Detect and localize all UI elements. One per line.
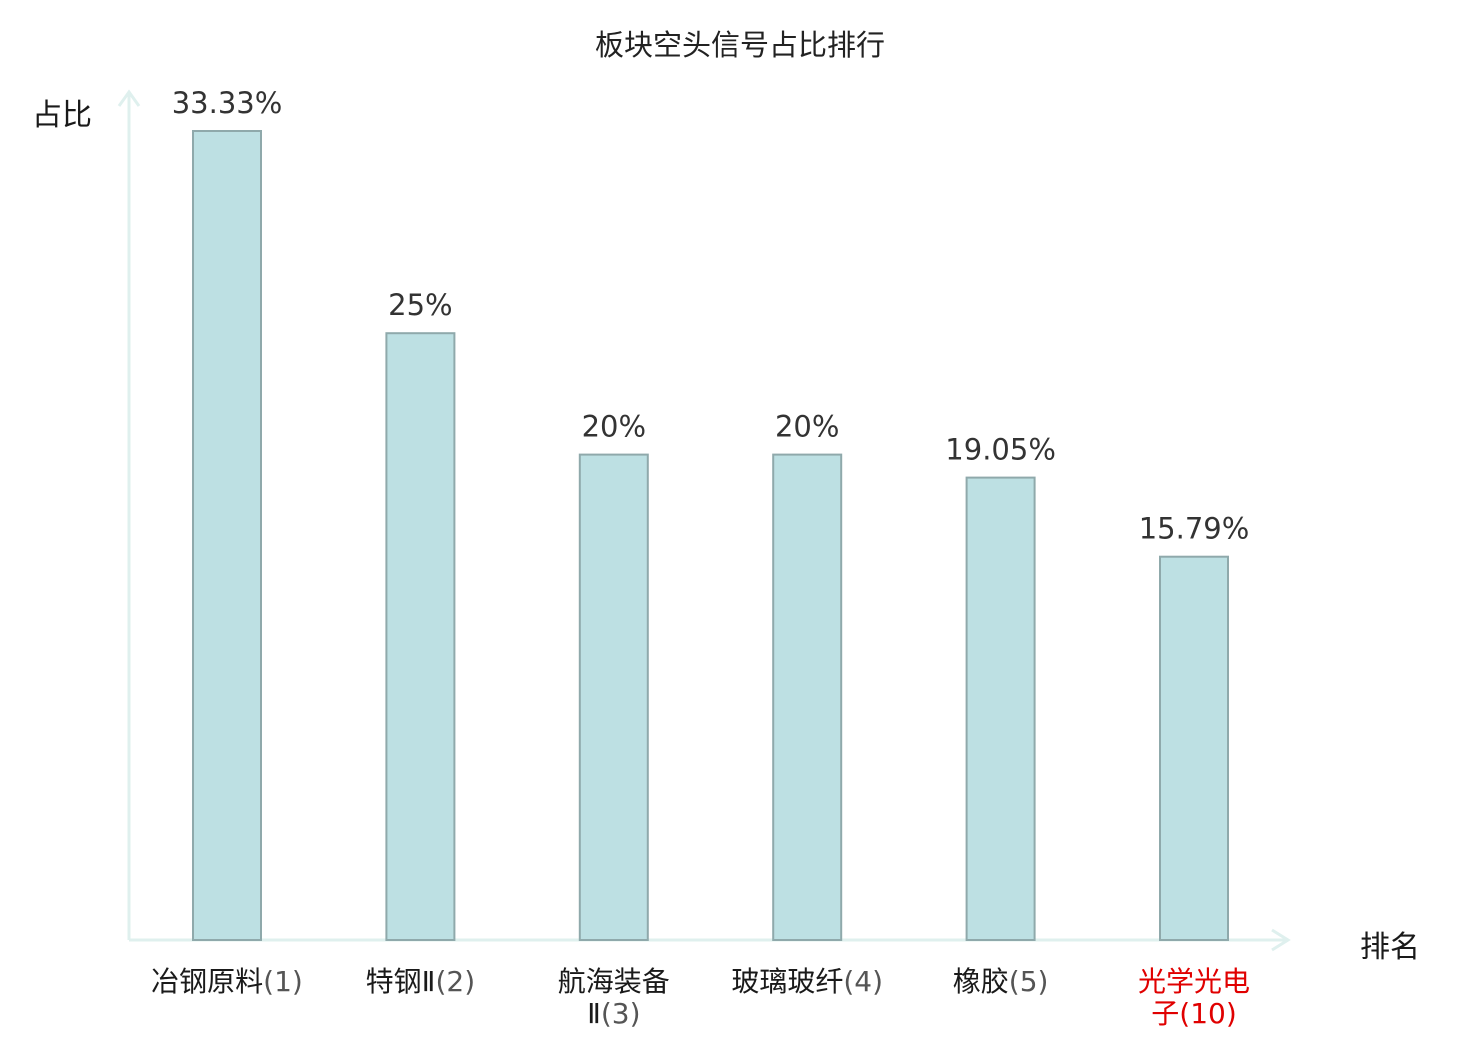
bar-4: [772, 453, 843, 941]
value-label-5: 19.05%: [945, 433, 1056, 467]
category-rank: (4): [843, 965, 884, 998]
bar-3: [578, 453, 649, 941]
category-name: 航海装备Ⅱ: [557, 965, 670, 1030]
category-rank: (3): [600, 997, 641, 1030]
category-label-6: 光学光电子(10): [1129, 966, 1259, 1030]
bar-2: [385, 332, 456, 941]
category-name: 光学光电子: [1137, 965, 1250, 1030]
chart-title: 板块空头信号占比排行: [594, 28, 885, 62]
category-rank: (5): [1008, 965, 1049, 998]
category-name: 冶钢原料: [151, 965, 264, 998]
category-name: 特钢Ⅱ: [365, 965, 436, 998]
value-label-3: 20%: [582, 410, 646, 444]
category-rank: (10): [1179, 997, 1237, 1030]
value-label-1: 33.33%: [172, 86, 283, 120]
category-label-1: 冶钢原料(1): [127, 966, 327, 998]
category-label-3: 航海装备Ⅱ(3): [549, 966, 679, 1030]
value-label-6: 15.79%: [1139, 512, 1250, 546]
bar-5: [965, 476, 1036, 941]
value-label-4: 20%: [775, 410, 839, 444]
value-label-2: 25%: [388, 288, 452, 322]
bar-6: [1159, 555, 1229, 941]
category-label-5: 橡胶(5): [901, 966, 1101, 998]
category-name: 橡胶: [952, 965, 1009, 998]
x-axis-arrow: [1271, 928, 1291, 952]
category-name: 玻璃玻纤: [731, 965, 844, 998]
category-rank: (2): [435, 965, 476, 998]
category-rank: (1): [263, 965, 303, 998]
category-label-2: 特钢Ⅱ(2): [320, 966, 520, 998]
category-label-4: 玻璃玻纤(4): [707, 966, 907, 998]
bar-1: [192, 130, 262, 941]
y-axis-arrow: [117, 89, 141, 107]
x-axis-label: 排名: [1360, 930, 1420, 965]
y-axis-label: 占比: [32, 98, 92, 133]
